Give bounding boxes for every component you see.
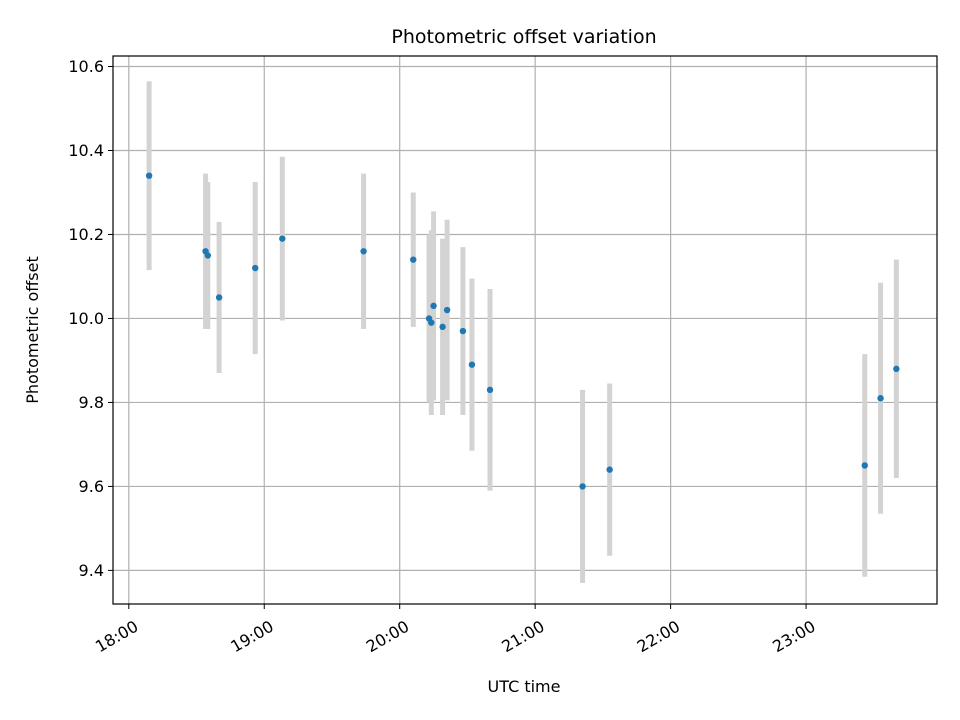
data-point: [468, 361, 476, 368]
y-axis-label: Photometric offset: [23, 256, 42, 404]
x-tick-label: 21:00: [498, 617, 547, 657]
y-tick-label: 9.4: [79, 561, 104, 580]
y-tick-label: 10.4: [68, 141, 104, 160]
x-tick-label: 18:00: [92, 617, 141, 657]
y-tick-label: 10.6: [68, 57, 104, 76]
data-points: [145, 172, 900, 490]
data-point: [215, 294, 223, 301]
data-point: [443, 306, 451, 314]
data-point: [439, 323, 446, 331]
data-point: [861, 462, 868, 469]
grid: [113, 56, 937, 604]
data-point: [252, 264, 259, 272]
plot-frame: [112, 55, 938, 605]
x-tick-label: 23:00: [769, 617, 818, 657]
data-point: [893, 365, 900, 373]
y-axis: 9.4 9.6 9.8 10.0 10.2 10.4 10.6: [68, 57, 113, 580]
data-point: [360, 248, 367, 255]
data-point: [877, 395, 884, 402]
chart-title: Photometric offset variation: [391, 26, 656, 48]
x-tick-label: 19:00: [227, 617, 276, 657]
data-point: [410, 256, 417, 263]
x-axis-label: UTC time: [488, 677, 561, 696]
data-point: [486, 386, 494, 394]
error-bars: [146, 81, 899, 584]
y-tick-label: 9.6: [79, 477, 104, 496]
data-point: [145, 172, 153, 179]
data-point: [579, 483, 586, 490]
data-point: [279, 235, 286, 242]
x-tick-label: 22:00: [634, 617, 683, 657]
x-tick-label: 20:00: [363, 617, 412, 657]
data-point: [428, 319, 435, 326]
y-tick-label: 9.8: [79, 393, 104, 412]
data-point: [204, 252, 212, 259]
y-tick-label: 10.2: [68, 225, 104, 244]
data-point: [606, 466, 613, 473]
x-axis: 18:00 19:00 20:00 21:00 22:00 23:00: [92, 604, 819, 656]
y-tick-label: 10.0: [68, 309, 104, 328]
data-point: [459, 327, 467, 335]
data-point: [430, 302, 437, 310]
